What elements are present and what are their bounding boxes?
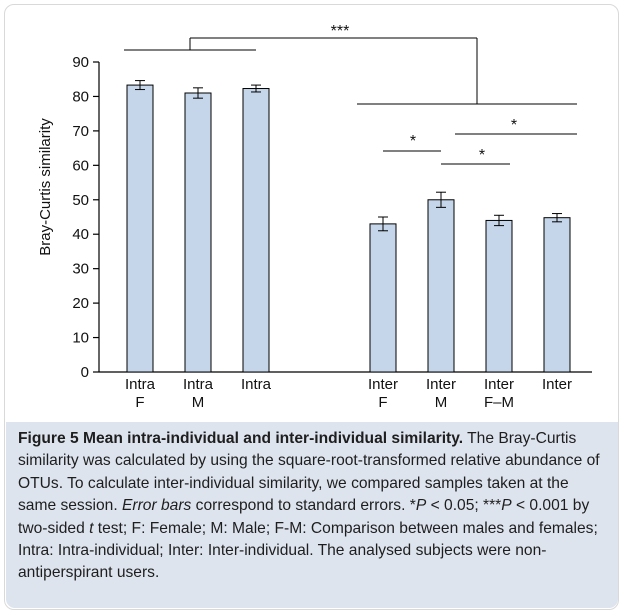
significance-label: * xyxy=(410,133,416,150)
y-tick-label: 20 xyxy=(72,295,89,312)
y-tick-label: 40 xyxy=(72,226,89,243)
x-tick-label: Inter xyxy=(426,376,456,393)
bar xyxy=(126,84,154,373)
chart-axes: 0 10 20 30 40 50 60 70 80 90 xyxy=(72,54,592,381)
caption-text-d: < 0.001 by two-sided xyxy=(18,497,590,537)
caption-p1: P xyxy=(415,497,427,515)
x-tick-label: Intra xyxy=(241,376,272,393)
x-tick-label: Inter xyxy=(542,376,572,393)
caption-text-b: correspond to standard errors. * xyxy=(191,497,416,515)
caption-error-bars: Error bars xyxy=(122,497,192,515)
caption-text-c: < 0.05; *** xyxy=(426,497,502,515)
bar xyxy=(427,199,455,373)
x-tick-sublabel: M xyxy=(435,394,448,411)
y-tick-label: 90 xyxy=(72,54,89,71)
significance-label: *** xyxy=(331,23,350,40)
caption-t: t xyxy=(89,519,94,537)
y-tick-label: 10 xyxy=(72,330,89,347)
bar xyxy=(184,92,212,373)
y-tick-label: 0 xyxy=(81,364,89,381)
y-tick-label: 50 xyxy=(72,192,89,209)
caption-p2: P xyxy=(501,497,512,515)
x-tick-label: Intra xyxy=(183,376,214,393)
x-tick-sublabel: M xyxy=(192,394,205,411)
y-tick-label: 70 xyxy=(72,123,89,140)
figure-caption: Figure 5 Mean intra-individual and inter… xyxy=(18,428,608,585)
y-tick-label: 60 xyxy=(72,157,89,174)
x-tick-sublabel: F xyxy=(378,394,387,411)
significance-label: * xyxy=(511,117,517,134)
chart-bars xyxy=(126,80,571,373)
bar xyxy=(369,223,397,373)
caption-band xyxy=(6,422,618,608)
x-tick-label: Inter xyxy=(368,376,398,393)
caption-text-a: The Bray-Curtis similarity was calculate… xyxy=(18,430,600,515)
significance-brackets: ****** xyxy=(124,23,577,165)
bar xyxy=(543,217,571,373)
bar xyxy=(485,219,513,373)
caption-title: Figure 5 Mean intra-individual and inter… xyxy=(18,430,464,447)
y-axis-label: Bray-Curtis similarity xyxy=(37,118,54,256)
y-tick-label: 30 xyxy=(72,261,89,278)
bar xyxy=(242,88,270,373)
x-tick-label: Inter xyxy=(484,376,514,393)
caption-text-e: test; F: Female; M: Male; F-M: Compariso… xyxy=(18,519,598,582)
y-tick-label: 80 xyxy=(72,88,89,105)
significance-label: * xyxy=(479,147,485,164)
x-tick-sublabel: F–M xyxy=(484,394,514,411)
x-tick-label: Intra xyxy=(125,376,156,393)
x-tick-sublabel: F xyxy=(135,394,144,411)
